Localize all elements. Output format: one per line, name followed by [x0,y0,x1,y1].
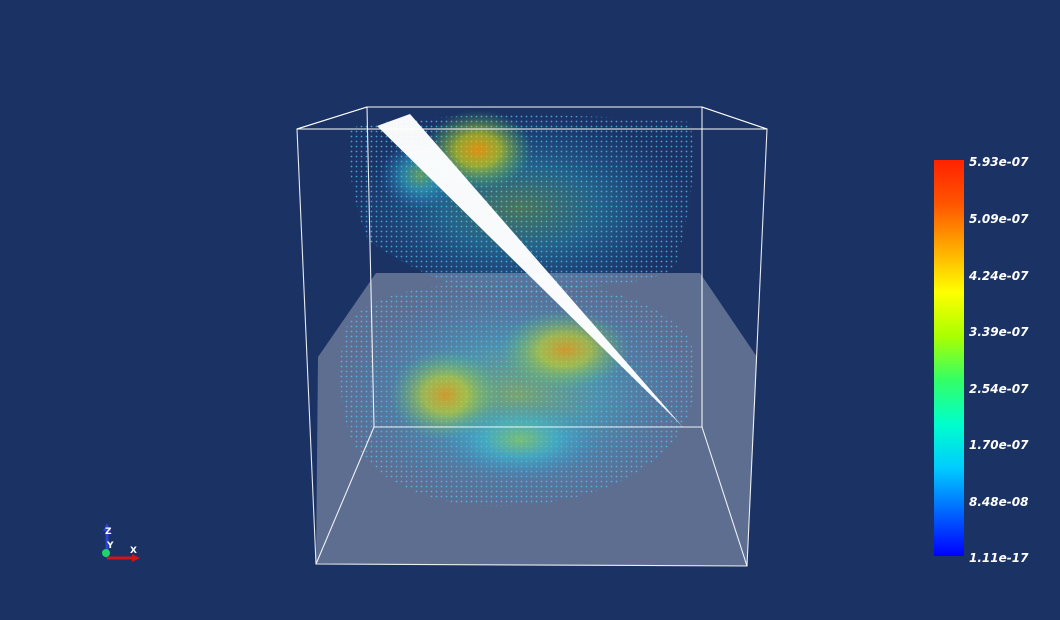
color-legend-label: 8.48e-08 [969,495,1029,509]
axis-y-label: Y [107,541,114,551]
axis-x-label: X [130,546,137,556]
color-legend-label: 5.09e-07 [969,212,1029,226]
color-legend-label-max: 5.93e-07 [969,155,1029,169]
color-legend-label: 2.54e-07 [969,382,1029,396]
axis-x-arrow [132,554,140,562]
color-legend-gradient [934,160,964,556]
color-legend-label: 4.24e-07 [969,269,1029,283]
color-legend-label: 3.39e-07 [969,325,1029,339]
color-legend-label-min: 1.11e-17 [969,551,1029,565]
point-cloud [340,110,696,507]
slice-plane[interactable] [377,114,682,426]
bounding-box [296,106,768,567]
axis-z-label: Z [105,527,112,537]
color-legend [934,160,964,556]
color-legend-label: 1.70e-07 [969,438,1029,452]
axis-y-marker [102,549,110,557]
orientation-axes: Z Y X [95,520,145,565]
axis-z-arrow [103,523,111,531]
